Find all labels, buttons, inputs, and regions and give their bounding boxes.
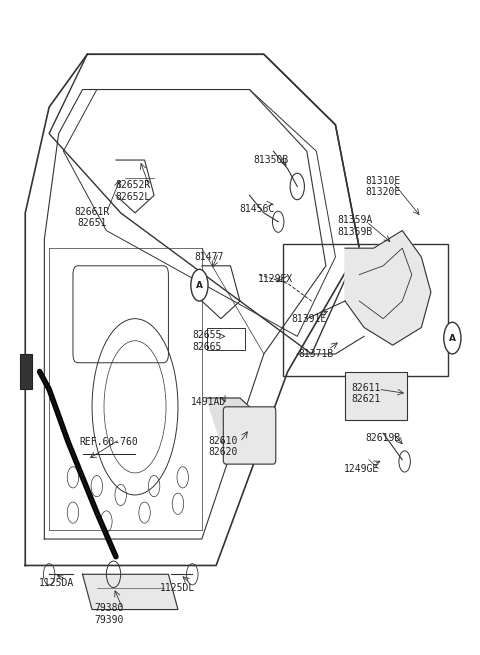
Text: 81456C: 81456C (239, 204, 275, 214)
Text: 82610
82620: 82610 82620 (209, 436, 238, 457)
Bar (345, 371, 407, 420)
Text: 81310E
81320E: 81310E 81320E (366, 176, 401, 197)
Text: 1129EX: 1129EX (258, 274, 293, 284)
Bar (21, 354, 33, 389)
Text: 1491AD: 1491AD (192, 398, 227, 407)
Text: 82661R
82651: 82661R 82651 (74, 206, 110, 228)
Text: 81477: 81477 (194, 252, 224, 262)
Text: 81359A
81359B: 81359A 81359B (337, 215, 372, 237)
Polygon shape (206, 398, 259, 442)
Text: 81350B: 81350B (253, 155, 288, 165)
Text: 1125DL: 1125DL (160, 582, 195, 593)
Text: 81371B: 81371B (299, 349, 334, 359)
Bar (206, 328, 245, 350)
Text: 1249GE: 1249GE (344, 464, 379, 474)
FancyBboxPatch shape (223, 407, 276, 464)
Text: 81391E: 81391E (291, 314, 327, 324)
Text: 82619B: 82619B (366, 433, 401, 443)
Text: A: A (449, 333, 456, 343)
Text: 82652R
82652L: 82652R 82652L (115, 180, 150, 202)
Text: 82655
82665: 82655 82665 (192, 330, 221, 352)
Circle shape (444, 322, 461, 354)
Text: 82611
82621: 82611 82621 (352, 383, 381, 404)
Text: 1125DA: 1125DA (39, 578, 74, 588)
Text: 79380
79390: 79380 79390 (94, 603, 123, 625)
Text: A: A (196, 281, 203, 290)
Bar (283, 244, 447, 376)
Polygon shape (83, 574, 178, 610)
Text: REF.60-760: REF.60-760 (79, 437, 138, 447)
Polygon shape (345, 231, 431, 345)
Circle shape (191, 269, 208, 301)
